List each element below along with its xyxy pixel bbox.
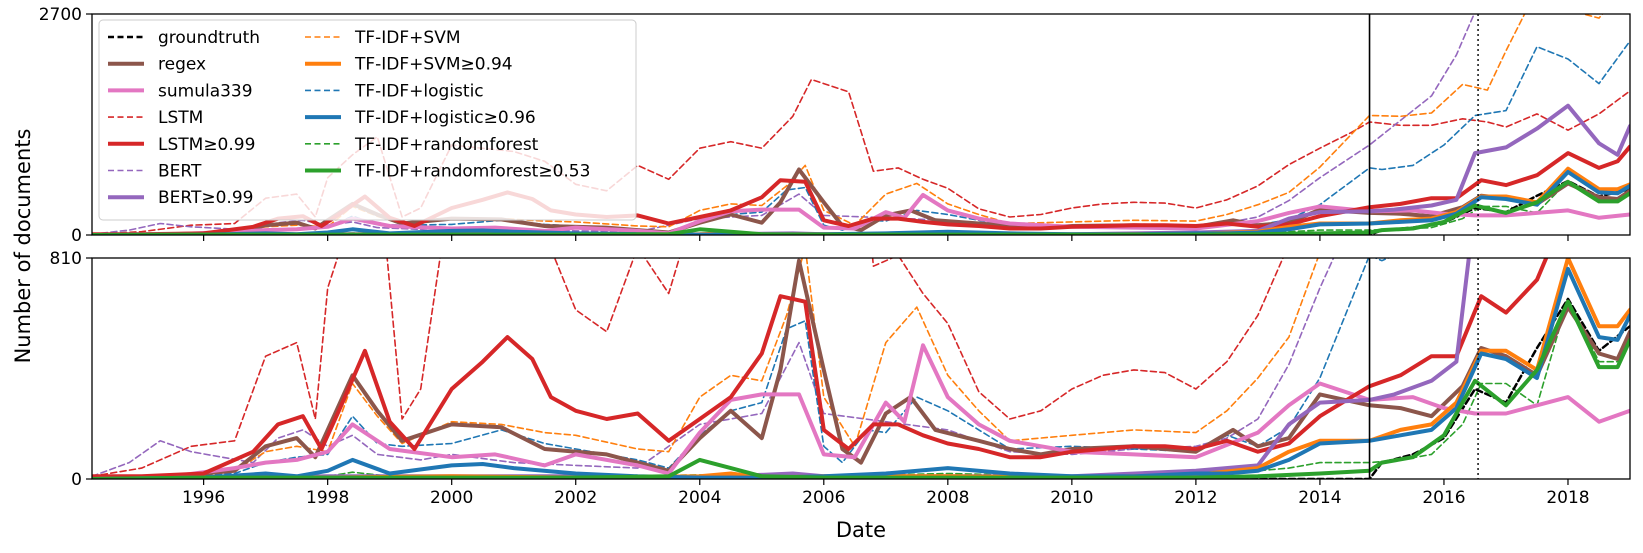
- y-tick-label: 2700: [39, 5, 82, 25]
- legend-label-tf-idf-logistic: TF-IDF+logistic: [354, 81, 484, 101]
- series-lstm-top: [92, 78, 1630, 235]
- legend-label-sumula339: sumula339: [158, 81, 253, 101]
- legend-label-tf-idf-svmge0-94: TF-IDF+SVM≥0.94: [354, 55, 513, 75]
- series-sumula339-top: [92, 192, 1630, 235]
- y-tick-label: 0: [71, 470, 82, 490]
- series-lstm-bottom: [92, 258, 1284, 478]
- legend-box: [98, 19, 637, 221]
- series-tf-idf-randomforestge0-53-bottom: [92, 299, 1630, 479]
- series-tf-idf-svm-bottom: [92, 258, 1319, 479]
- x-tick-label: 2012: [1174, 488, 1217, 508]
- legend-label-tf-idf-svm: TF-IDF+SVM: [354, 28, 461, 48]
- legend-label-bertge0-99: BERT≥0.99: [158, 188, 253, 208]
- legend-label-tf-idf-randomforestge0-53: TF-IDF+randomforest≥0.53: [354, 162, 590, 182]
- series-tf-idf-logisticge0-96-bottom: [92, 266, 1630, 479]
- x-tick-label: 2014: [1298, 488, 1341, 508]
- legend-label-regex: regex: [158, 55, 206, 75]
- legend-label-lstm: LSTM: [158, 108, 203, 128]
- y-tick-label: 0: [71, 226, 82, 246]
- legend-label-tf-idf-randomforest: TF-IDF+randomforest: [354, 135, 539, 155]
- x-tick-label: 1998: [306, 488, 349, 508]
- y-axis-label: Number of documents: [11, 129, 35, 364]
- x-tick-label: 2008: [926, 488, 969, 508]
- x-tick-label: 2002: [554, 488, 597, 508]
- legend-label-tf-idf-logisticge0-96: TF-IDF+logistic≥0.96: [354, 108, 536, 128]
- legend-label-groundtruth: groundtruth: [158, 28, 260, 48]
- x-tick-label: 1996: [182, 488, 225, 508]
- x-tick-label: 2018: [1546, 488, 1589, 508]
- series-bert-bottom: [92, 258, 1335, 478]
- series-groundtruth-bottom: [92, 297, 1630, 479]
- bottom-panel: 0 810 1996 1998 2000 2002 2004 2006 2008 2010 201…: [50, 235, 1631, 508]
- x-axis-label: Date: [836, 518, 886, 542]
- legend: groundtruth regex sumula339 LSTM LSTM≥0.99 BE…: [98, 19, 637, 221]
- bottom-panel-frame: [91, 257, 1631, 480]
- legend-label-bert: BERT: [158, 162, 202, 182]
- series-regex-bottom: [92, 258, 1630, 479]
- top-panel-frame: [91, 13, 1631, 236]
- legend-label-lstmge0-99: LSTM≥0.99: [158, 135, 255, 155]
- x-tick-label: 2000: [430, 488, 473, 508]
- x-tick-label: 2016: [1422, 488, 1465, 508]
- x-tick-label: 2004: [678, 488, 721, 508]
- y-tick-label: 810: [50, 249, 82, 269]
- series-sumula339-bottom: [92, 343, 1630, 479]
- series-lstmge0-99-bottom: [92, 258, 1549, 479]
- x-tick-label: 2006: [802, 488, 845, 508]
- x-tick-label: 2010: [1050, 488, 1093, 508]
